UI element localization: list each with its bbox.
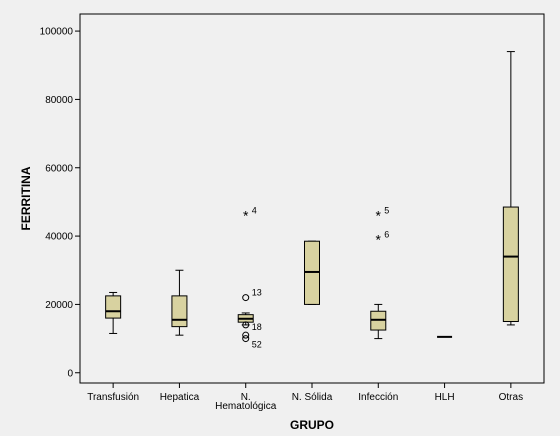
outlier-label: 4 <box>252 206 257 216</box>
box-group <box>105 291 122 334</box>
outlier-point <box>242 331 250 339</box>
y-tick-label: 100000 <box>40 27 74 38</box>
outlier-extreme: * <box>376 208 382 224</box>
outlier-point <box>242 321 250 329</box>
y-tick-label: 80000 <box>45 95 73 106</box>
x-tick-label-line2: Hematológica <box>215 401 277 412</box>
box-group: * 5* 6 <box>370 206 389 340</box>
x-tick-label: Hepatica <box>160 392 200 403</box>
y-tick-label: 60000 <box>45 163 73 174</box>
outlier-label: 5 <box>384 206 389 216</box>
x-tick-label: Infección <box>358 392 398 403</box>
outlier-label: 18 <box>252 322 262 332</box>
outlier-label: 52 <box>252 340 262 350</box>
x-tick-label: Transfusión <box>87 392 139 403</box>
y-tick-label: 20000 <box>45 300 73 311</box>
y-axis-title: FERRITINA <box>19 166 33 230</box>
outlier-point <box>242 294 250 302</box>
outlier-label: 13 <box>252 288 262 298</box>
x-axis-title: GRUPO <box>290 418 334 432</box>
box-group: * 4 13 18 52 <box>237 206 262 350</box>
box-group <box>171 269 188 336</box>
x-tick-label: Otras <box>499 392 523 403</box>
outlier-extreme: * <box>376 232 382 248</box>
x-tick-label: HLH <box>435 392 455 403</box>
box-group <box>502 51 519 326</box>
iqr-box <box>171 295 188 328</box>
outlier-label: 6 <box>384 230 389 240</box>
iqr-box <box>105 295 122 319</box>
plot-area <box>79 13 545 384</box>
outlier-extreme: * <box>243 208 249 224</box>
iqr-box <box>502 206 519 323</box>
x-tick-label: N. Sólida <box>292 392 333 403</box>
outlier-point <box>242 335 250 343</box>
y-tick-label: 0 <box>67 368 73 379</box>
x-tick-label: N. <box>241 392 251 403</box>
box-group <box>304 240 320 305</box>
y-tick-label: 40000 <box>45 232 73 243</box>
